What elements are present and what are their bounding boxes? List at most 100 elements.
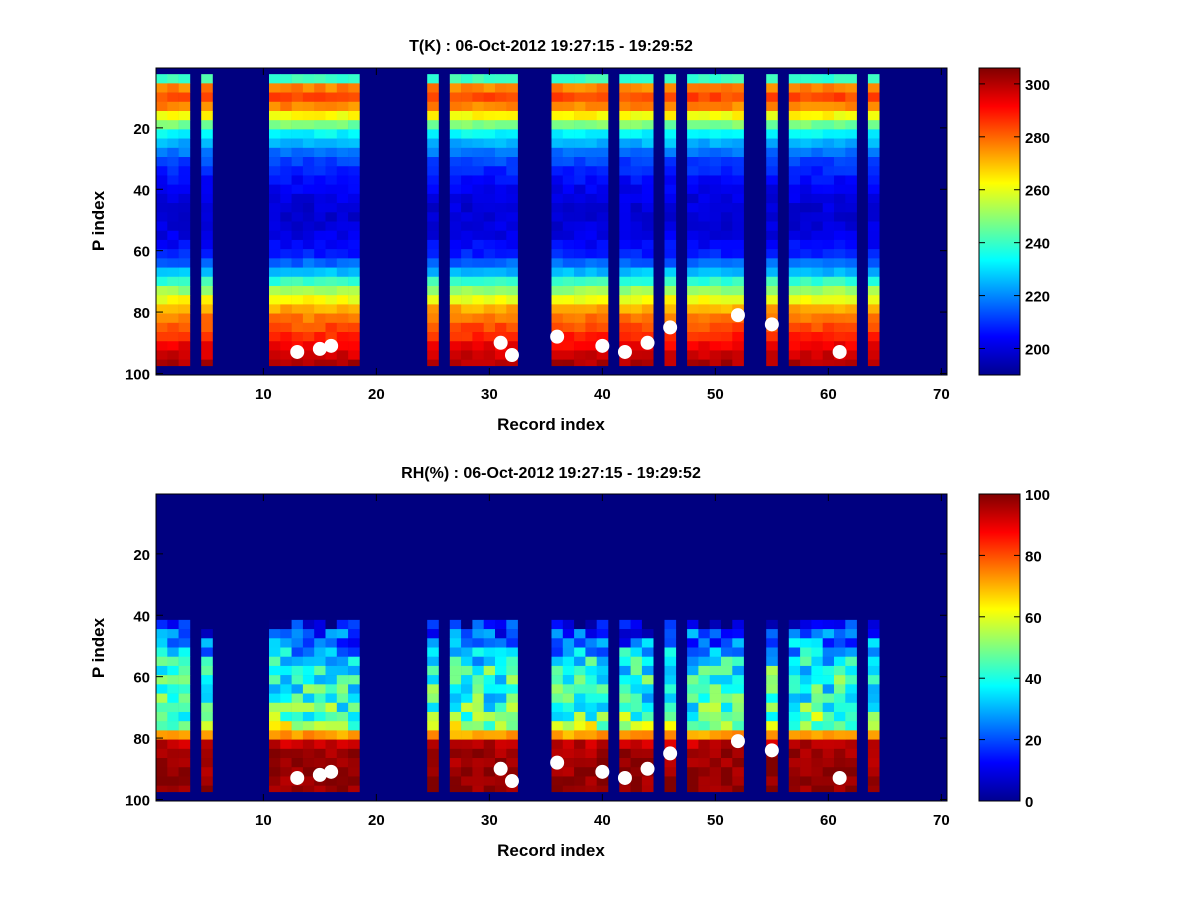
heatmap-cell [156,175,168,185]
heatmap-cell [641,110,654,121]
y-tick-label: 80 [133,305,150,322]
surface-marker [730,308,745,323]
heatmap-cell [811,184,823,195]
heatmap-cell [506,120,518,130]
heatmap-cell [314,184,326,195]
heatmap-column [336,619,349,793]
heatmap-column [811,619,823,793]
heatmap-cell [495,776,507,786]
heatmap-cell [641,739,654,750]
heatmap-cell [348,92,360,103]
heatmap-cell [721,332,733,342]
heatmap-cell [811,332,823,342]
heatmap-cell [269,110,281,121]
heatmap-cell [698,647,710,658]
surface-marker [832,344,847,359]
heatmap-cell [472,74,484,84]
heatmap-cell [574,83,586,93]
surface-marker [640,335,655,350]
heatmap-cell [167,249,179,259]
heatmap-cell [721,665,733,676]
heatmap-cell [867,110,880,121]
heatmap-cell [721,157,733,167]
heatmap-cell [867,332,880,342]
heatmap-cell [291,656,304,667]
heatmap-cell [506,785,518,793]
heatmap-cell [822,147,835,158]
heatmap-cell [630,619,643,630]
heatmap-cell [269,758,281,768]
heatmap-cell [732,629,744,639]
heatmap-cell [822,341,835,351]
heatmap-cell [574,221,586,232]
heatmap-cell [506,101,518,112]
heatmap-cell [641,101,654,112]
heatmap-cell [867,619,880,630]
heatmap-cell [291,730,304,740]
heatmap-cell [551,249,564,259]
heatmap-cell [687,758,699,768]
heatmap-cell [348,785,360,793]
heatmap-cell [495,721,507,731]
heatmap-cell [506,184,518,195]
heatmap-cell [427,221,439,232]
heatmap-cell [302,304,315,314]
heatmap-cell [687,675,699,685]
heatmap-cell [834,230,846,241]
heatmap-cell [574,684,586,694]
heatmap-cell [269,341,281,351]
heatmap-cell [427,341,439,351]
heatmap-cell [585,693,597,704]
heatmap-cell [641,629,654,639]
heatmap-cell [811,322,823,333]
heatmap-cell [709,629,722,639]
heatmap-cell [201,175,213,185]
heatmap-cell [766,758,778,768]
heatmap-cell [574,92,586,103]
heatmap-cell [766,129,778,139]
heatmap-cell [336,184,349,195]
heatmap-cell [596,322,609,333]
surface-marker [764,317,779,332]
heatmap-cell [269,157,281,167]
heatmap-cell [495,684,507,694]
heatmap-cell [800,285,812,296]
heatmap-column [788,74,801,367]
heatmap-cell [800,767,812,777]
heatmap-cell [167,313,179,324]
heatmap-cell [845,711,857,722]
heatmap-cell [698,230,710,241]
heatmap-cell [472,203,484,213]
heatmap-cell [822,110,835,121]
heatmap-cell [664,702,677,713]
heatmap-cell [280,184,292,195]
heatmap-cell [630,350,643,360]
heatmap-cell [574,693,586,704]
heatmap-cell [811,295,823,305]
heatmap-column [732,74,744,367]
heatmap-cell [495,249,507,259]
heatmap-cell [788,92,801,103]
heatmap-cell [800,249,812,259]
heatmap-column [348,74,360,367]
heatmap-cell [302,138,315,149]
heatmap-cell [788,184,801,195]
heatmap-cell [766,249,778,259]
heatmap-cell [336,258,349,268]
heatmap-cell [325,267,338,278]
heatmap-cell [472,184,484,195]
heatmap-cell [269,193,281,204]
heatmap-cell [302,758,315,768]
heatmap-cell [449,638,462,648]
heatmap-cell [687,74,699,84]
heatmap-cell [641,184,654,195]
heatmap-cell [596,702,609,713]
heatmap-cell [551,350,564,360]
heatmap-cell [461,350,473,360]
heatmap-column [302,619,315,793]
heatmap-cell [709,359,722,367]
heatmap-cell [472,120,484,130]
heatmap-cell [709,656,722,667]
heatmap-cell [845,175,857,185]
